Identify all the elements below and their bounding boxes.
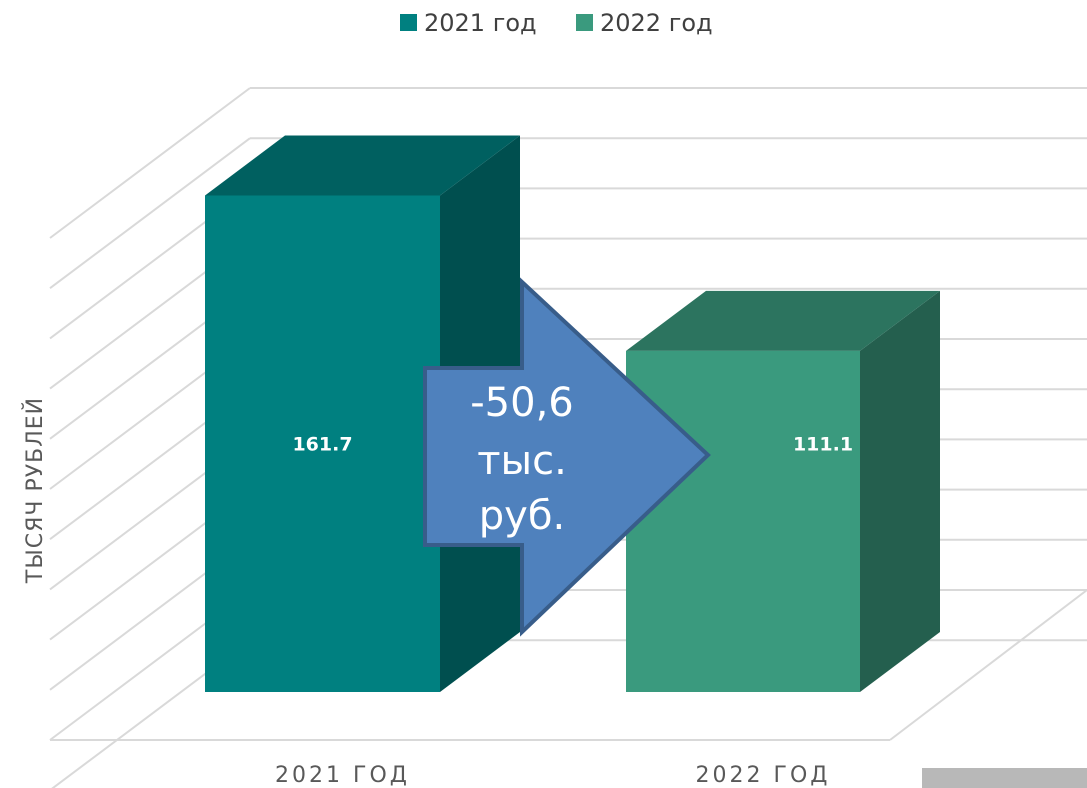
data-label: 161.7 — [292, 434, 352, 456]
x-tick-label: 2021 ГОД — [275, 763, 410, 788]
legend-swatch — [400, 14, 417, 31]
x-tick-label: 2022 ГОД — [696, 763, 831, 788]
y-axis-title: ТЫСЯЧ РУБЛЕЙ — [22, 397, 48, 584]
annotation: -50,6 — [470, 380, 574, 426]
bar-side — [860, 291, 940, 692]
legend-swatch — [576, 14, 593, 31]
annotation: тыс. — [477, 438, 567, 484]
data-label: 111.1 — [793, 434, 853, 456]
photo-fragment — [922, 768, 1087, 788]
legend-label: 2022 год — [600, 9, 713, 37]
legend-label: 2021 год — [424, 9, 537, 37]
annotation: руб. — [479, 493, 565, 539]
bar — [626, 351, 860, 692]
chart: -50,6 тыс. руб. ТЫСЯЧ РУБЛЕЙ 2021 ГОД 202… — [0, 0, 1087, 788]
